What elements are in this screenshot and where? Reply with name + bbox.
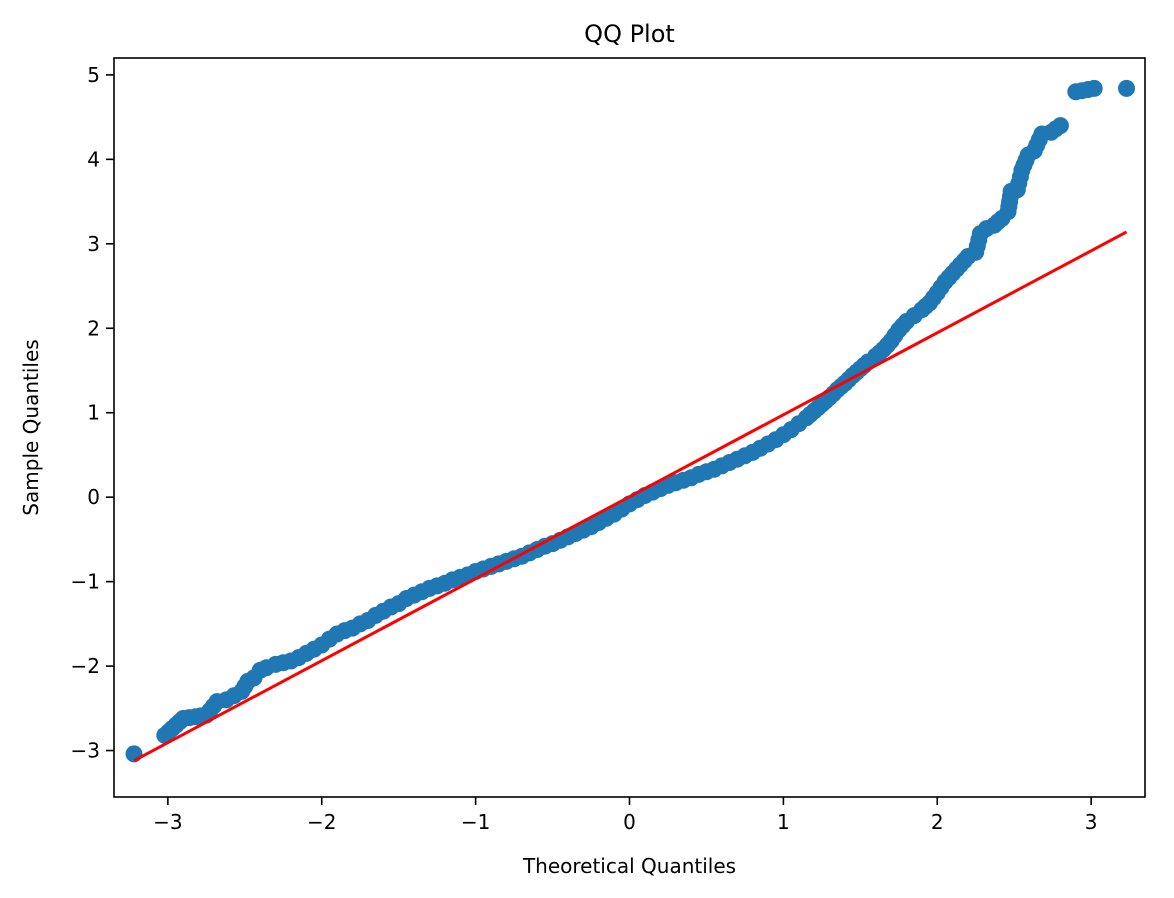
points-layer: [125, 79, 1135, 763]
chart-title: QQ Plot: [584, 20, 675, 48]
y-axis-label: Sample Quantiles: [19, 339, 43, 515]
x-tick-label: −1: [461, 810, 490, 834]
data-point: [1030, 131, 1048, 149]
data-point: [970, 231, 988, 249]
reference-line-layer: [133, 230, 1128, 763]
data-point: [989, 213, 1007, 231]
data-point: [894, 317, 912, 335]
data-point: [205, 697, 222, 715]
data-point: [1001, 188, 1019, 205]
y-tick-label: −2: [71, 654, 100, 678]
y-tick-label: 5: [87, 63, 100, 87]
y-tick-label: 4: [87, 147, 100, 171]
x-tick-label: −2: [307, 810, 336, 834]
y-tick-label: 0: [87, 485, 100, 509]
y-tick-label: −3: [71, 739, 100, 763]
x-tick-label: 2: [931, 810, 944, 834]
x-tick-label: −3: [153, 810, 182, 834]
x-tick-label: 1: [777, 810, 790, 834]
x-tick-label: 0: [623, 810, 636, 834]
data-point: [1017, 151, 1035, 169]
data-point: [1079, 81, 1097, 98]
data-point: [1047, 120, 1065, 138]
x-axis-label: Theoretical Quantiles: [522, 854, 736, 878]
x-tick-label: 3: [1085, 810, 1098, 834]
reference-line: [133, 230, 1128, 763]
y-axis-ticks: −3 −2 −1 0 1 2 3 4 5: [71, 63, 114, 763]
data-point: [236, 677, 254, 695]
x-axis-ticks: −3 −2 −1 0 1 2 3: [153, 797, 1098, 834]
data-point: [955, 252, 973, 270]
y-tick-label: 3: [87, 232, 100, 256]
y-tick-label: −1: [71, 570, 100, 594]
data-point: [1118, 79, 1135, 97]
y-tick-label: 1: [87, 401, 100, 425]
y-tick-label: 2: [87, 316, 100, 340]
